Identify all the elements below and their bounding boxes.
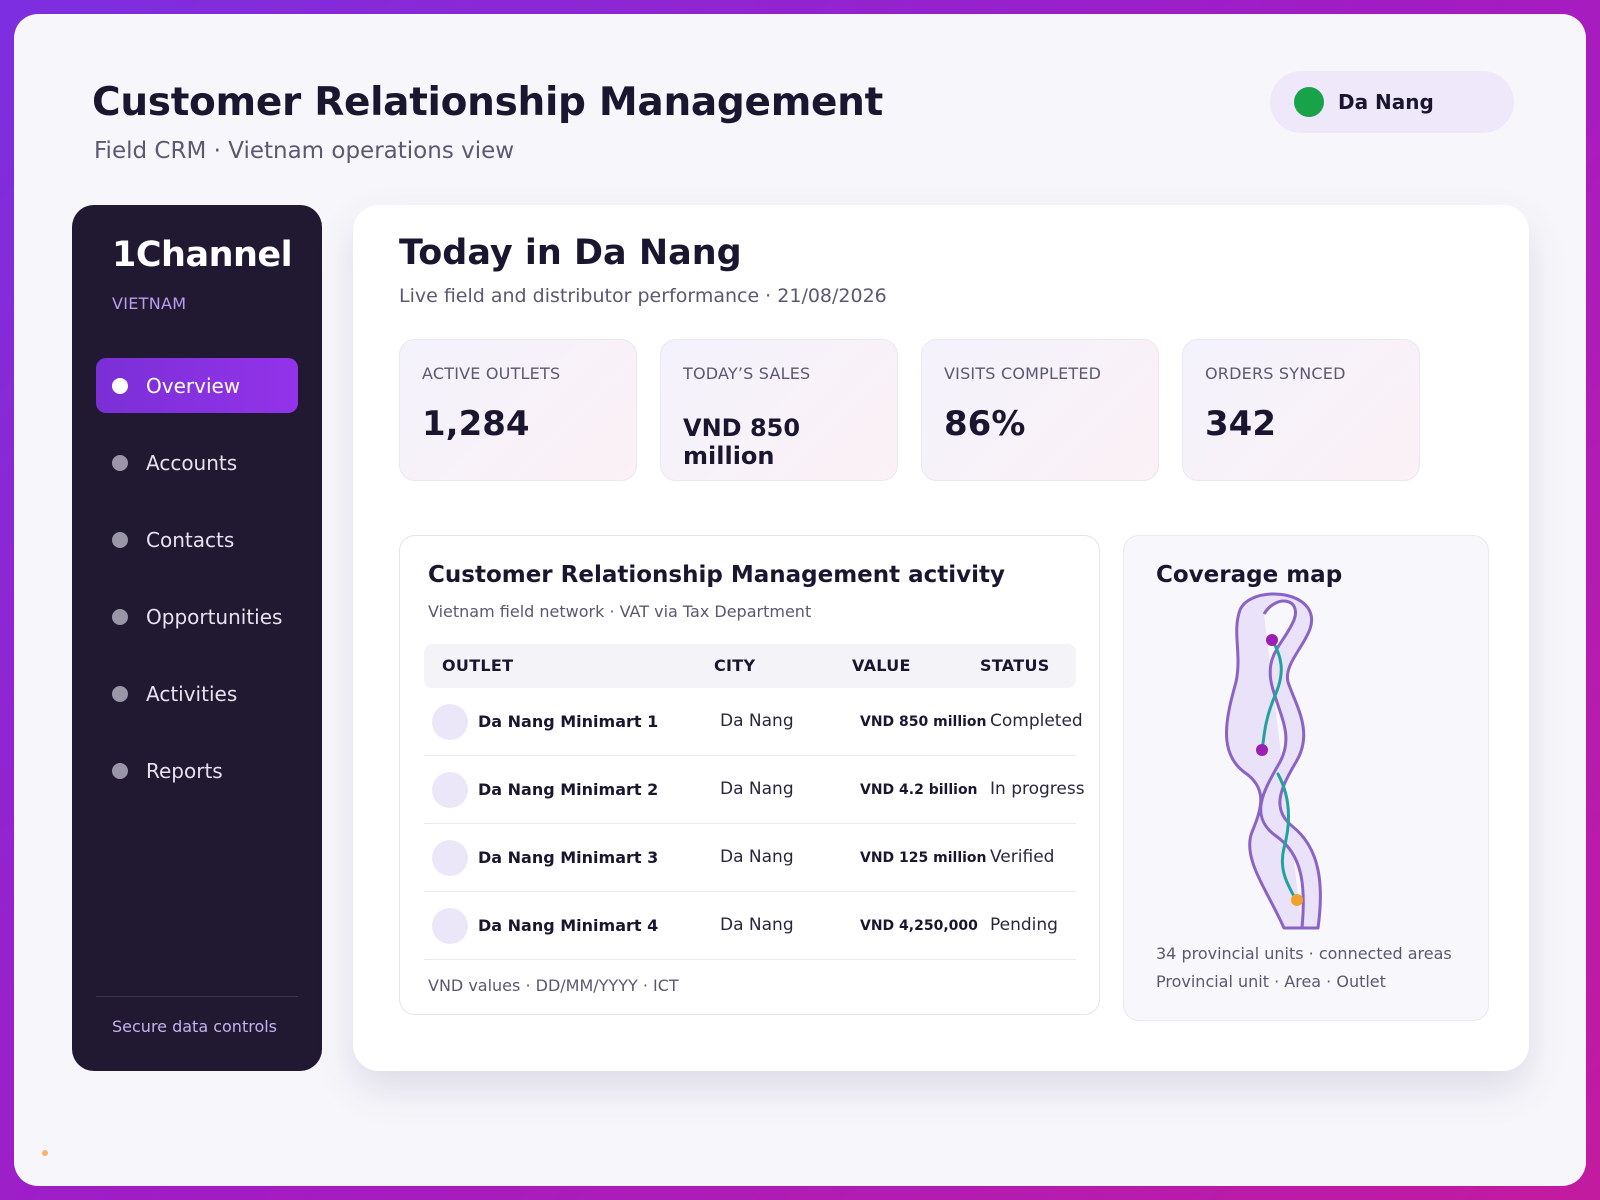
table-row[interactable]: Da Nang Minimart 2 Da Nang VND 4.2 billi… — [424, 756, 1085, 824]
kpi-value: 1,284 — [422, 404, 530, 444]
table-row[interactable]: Da Nang Minimart 3 Da Nang VND 125 milli… — [424, 824, 1076, 892]
status-cell: In progress — [990, 779, 1085, 799]
kpi-value: VND 850 million — [683, 414, 801, 470]
table-footnote: VND values · DD/MM/YYYY · ICT — [428, 976, 679, 995]
location-label: Da Nang — [1338, 90, 1434, 114]
bullet-icon — [112, 454, 128, 471]
vietnam-outline-shape — [1225, 592, 1322, 930]
route-line-south — [1276, 772, 1298, 902]
activity-subtitle: Vietnam field network · VAT via Tax Depa… — [428, 602, 812, 621]
sidebar: 1Channel VIETNAM Overview Accounts Conta… — [72, 205, 322, 1071]
outlet-name: Da Nang Minimart 1 — [478, 712, 659, 731]
sidebar-item-label: Reports — [146, 758, 223, 783]
sidebar-item-label: Activities — [146, 681, 238, 706]
main-panel: Today in Da Nang Live field and distribu… — [353, 205, 1529, 1071]
sidebar-item-label: Opportunities — [146, 604, 283, 629]
map-node-north — [1266, 634, 1278, 646]
map-node-central — [1256, 744, 1268, 756]
sidebar-item-activities[interactable]: Activities — [96, 666, 298, 721]
activity-card: Customer Relationship Management activit… — [399, 535, 1100, 1015]
coverage-map[interactable] — [1124, 536, 1490, 1022]
app-title: Customer Relationship Management — [92, 80, 883, 125]
table-row[interactable]: Da Nang Minimart 1 Da Nang VND 850 milli… — [424, 688, 1083, 756]
kpi-label: ORDERS SYNCED — [1205, 364, 1346, 383]
table-row[interactable]: Da Nang Minimart 4 Da Nang VND 4,250,000… — [424, 892, 1076, 960]
city-cell: Da Nang — [720, 711, 794, 731]
kpi-card-visits-completed: VISITS COMPLETED 86% — [921, 339, 1159, 481]
sidebar-item-opportunities[interactable]: Opportunities — [96, 589, 298, 644]
sidebar-divider — [96, 996, 298, 997]
status-cell: Verified — [990, 847, 1055, 867]
app-window: Customer Relationship Management Field C… — [14, 14, 1586, 1186]
city-cell: Da Nang — [720, 915, 794, 935]
kpi-value: 86% — [944, 404, 1026, 444]
map-outlet-marker — [1291, 894, 1303, 906]
table-header: OUTLET CITY VALUE STATUS — [424, 644, 1076, 688]
sidebar-item-contacts[interactable]: Contacts — [96, 512, 298, 567]
kpi-label: VISITS COMPLETED — [944, 364, 1102, 383]
bullet-icon — [112, 685, 128, 702]
brand-logo-text: 1Channel — [112, 235, 293, 275]
activity-title: Customer Relationship Management activit… — [428, 562, 1006, 588]
location-selector[interactable]: Da Nang — [1270, 71, 1514, 133]
kpi-label: TODAY’S SALES — [683, 364, 811, 383]
sidebar-item-reports[interactable]: Reports — [96, 743, 298, 798]
sidebar-item-label: Contacts — [146, 527, 235, 552]
column-header-outlet[interactable]: OUTLET — [442, 656, 514, 675]
sidebar-item-accounts[interactable]: Accounts — [96, 435, 298, 490]
value-cell: VND 4,250,000 — [860, 918, 978, 934]
sidebar-item-label: Accounts — [146, 450, 238, 475]
column-header-status[interactable]: STATUS — [980, 656, 1050, 675]
page-subtitle: Live field and distributor performance ·… — [399, 285, 887, 307]
map-legend-summary: 34 provincial units · connected areas — [1156, 944, 1452, 963]
value-cell: VND 4.2 billion — [860, 782, 978, 798]
city-cell: Da Nang — [720, 779, 794, 799]
app-subtitle: Field CRM · Vietnam operations view — [94, 138, 515, 164]
sidebar-item-overview[interactable]: Overview — [96, 358, 298, 413]
kpi-card-orders-synced: ORDERS SYNCED 342 — [1182, 339, 1420, 481]
value-cell: VND 125 million — [860, 850, 987, 866]
avatar — [432, 840, 468, 876]
outlet-name: Da Nang Minimart 3 — [478, 848, 659, 867]
coverage-map-card: Coverage map 34 provincial units · conne… — [1123, 535, 1489, 1021]
column-header-value[interactable]: VALUE — [852, 656, 911, 675]
value-cell: VND 850 million — [860, 714, 987, 730]
avatar — [432, 772, 468, 808]
sidebar-item-label: Overview — [146, 373, 241, 398]
map-legend-keys: Provincial unit · Area · Outlet — [1156, 972, 1386, 991]
kpi-card-active-outlets: ACTIVE OUTLETS 1,284 — [399, 339, 637, 481]
kpi-card-todays-sales: TODAY’S SALES VND 850 million — [660, 339, 898, 481]
avatar — [432, 704, 468, 740]
bullet-icon — [112, 531, 128, 548]
status-cell: Pending — [990, 915, 1058, 935]
city-cell: Da Nang — [720, 847, 794, 867]
bullet-icon — [112, 377, 128, 394]
bullet-icon — [112, 762, 128, 779]
outlet-name: Da Nang Minimart 2 — [478, 780, 659, 799]
sidebar-nav: Overview Accounts Contacts Opportunities… — [96, 358, 298, 820]
bullet-icon — [112, 608, 128, 625]
page-title: Today in Da Nang — [399, 233, 742, 273]
map-title: Coverage map — [1156, 562, 1343, 588]
column-header-city[interactable]: CITY — [714, 656, 756, 675]
outlet-name: Da Nang Minimart 4 — [478, 916, 659, 935]
online-status-icon — [1294, 87, 1324, 117]
decorative-dot — [42, 1150, 48, 1156]
avatar — [432, 908, 468, 944]
kpi-value: 342 — [1205, 404, 1276, 444]
route-line-north — [1260, 638, 1283, 752]
secure-data-controls-link[interactable]: Secure data controls — [112, 1017, 278, 1036]
status-cell: Completed — [990, 711, 1083, 731]
kpi-label: ACTIVE OUTLETS — [422, 364, 561, 383]
brand-region: VIETNAM — [112, 294, 187, 313]
